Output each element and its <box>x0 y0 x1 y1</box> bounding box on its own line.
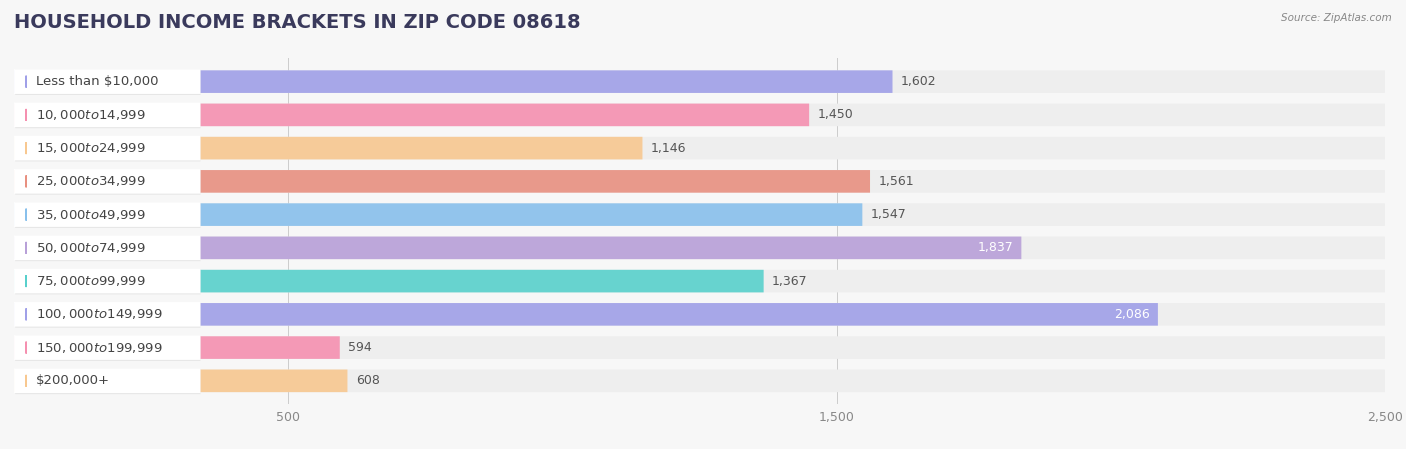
FancyBboxPatch shape <box>15 269 201 295</box>
Text: $150,000 to $199,999: $150,000 to $199,999 <box>37 341 163 355</box>
Text: $100,000 to $149,999: $100,000 to $149,999 <box>37 308 163 321</box>
FancyBboxPatch shape <box>14 169 201 194</box>
FancyBboxPatch shape <box>14 335 201 360</box>
FancyBboxPatch shape <box>14 303 1159 326</box>
Text: 1,602: 1,602 <box>901 75 936 88</box>
FancyBboxPatch shape <box>15 302 201 328</box>
FancyBboxPatch shape <box>15 70 201 95</box>
FancyBboxPatch shape <box>14 170 870 193</box>
Text: $35,000 to $49,999: $35,000 to $49,999 <box>37 207 146 222</box>
Text: Less than $10,000: Less than $10,000 <box>37 75 159 88</box>
Text: 594: 594 <box>349 341 371 354</box>
FancyBboxPatch shape <box>14 70 893 93</box>
FancyBboxPatch shape <box>14 170 1385 193</box>
FancyBboxPatch shape <box>14 303 1385 326</box>
Text: $75,000 to $99,999: $75,000 to $99,999 <box>37 274 146 288</box>
FancyBboxPatch shape <box>15 236 201 261</box>
Text: Source: ZipAtlas.com: Source: ZipAtlas.com <box>1281 13 1392 23</box>
FancyBboxPatch shape <box>14 369 201 393</box>
FancyBboxPatch shape <box>14 203 862 226</box>
Text: 1,547: 1,547 <box>870 208 907 221</box>
FancyBboxPatch shape <box>14 137 1385 159</box>
Text: 1,450: 1,450 <box>817 108 853 121</box>
FancyBboxPatch shape <box>15 335 201 361</box>
FancyBboxPatch shape <box>14 270 1385 292</box>
FancyBboxPatch shape <box>15 202 201 228</box>
Text: 1,561: 1,561 <box>879 175 914 188</box>
FancyBboxPatch shape <box>14 370 1385 392</box>
FancyBboxPatch shape <box>14 202 201 227</box>
Text: 2,086: 2,086 <box>1114 308 1150 321</box>
Text: $15,000 to $24,999: $15,000 to $24,999 <box>37 141 146 155</box>
FancyBboxPatch shape <box>14 104 810 126</box>
FancyBboxPatch shape <box>14 269 201 293</box>
FancyBboxPatch shape <box>14 102 201 127</box>
FancyBboxPatch shape <box>14 336 340 359</box>
Text: 1,367: 1,367 <box>772 275 807 288</box>
Text: 1,146: 1,146 <box>651 141 686 154</box>
FancyBboxPatch shape <box>14 302 201 326</box>
FancyBboxPatch shape <box>14 237 1385 259</box>
FancyBboxPatch shape <box>14 236 201 260</box>
FancyBboxPatch shape <box>15 103 201 128</box>
FancyBboxPatch shape <box>14 203 1385 226</box>
FancyBboxPatch shape <box>15 136 201 162</box>
FancyBboxPatch shape <box>14 370 347 392</box>
FancyBboxPatch shape <box>14 137 643 159</box>
FancyBboxPatch shape <box>14 70 1385 93</box>
Text: $25,000 to $34,999: $25,000 to $34,999 <box>37 174 146 189</box>
Text: $200,000+: $200,000+ <box>37 374 110 387</box>
FancyBboxPatch shape <box>14 104 1385 126</box>
FancyBboxPatch shape <box>14 270 763 292</box>
Text: $50,000 to $74,999: $50,000 to $74,999 <box>37 241 146 255</box>
Text: 608: 608 <box>356 374 380 387</box>
Text: $10,000 to $14,999: $10,000 to $14,999 <box>37 108 146 122</box>
FancyBboxPatch shape <box>15 169 201 195</box>
FancyBboxPatch shape <box>15 369 201 394</box>
FancyBboxPatch shape <box>14 336 1385 359</box>
FancyBboxPatch shape <box>14 237 1021 259</box>
FancyBboxPatch shape <box>14 69 201 94</box>
Text: 1,837: 1,837 <box>977 242 1014 254</box>
FancyBboxPatch shape <box>14 136 201 160</box>
Text: HOUSEHOLD INCOME BRACKETS IN ZIP CODE 08618: HOUSEHOLD INCOME BRACKETS IN ZIP CODE 08… <box>14 13 581 32</box>
